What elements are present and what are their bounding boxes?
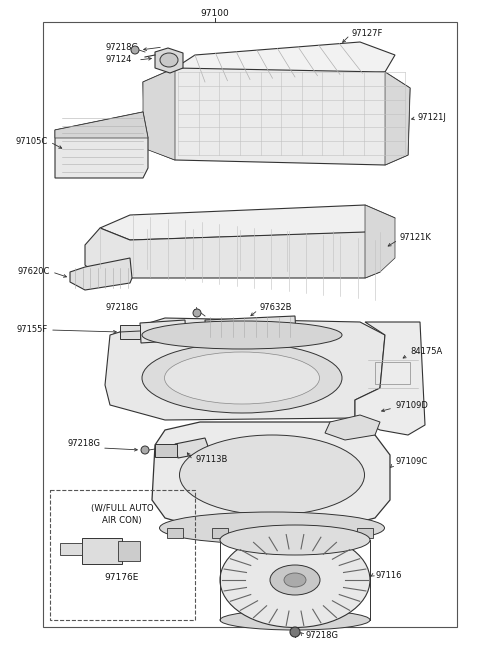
Ellipse shape bbox=[284, 573, 306, 587]
Polygon shape bbox=[385, 72, 410, 165]
Polygon shape bbox=[152, 422, 390, 528]
Bar bbox=[60, 543, 82, 555]
Bar bbox=[43, 22, 457, 627]
Polygon shape bbox=[85, 228, 380, 278]
Text: (W/FULL AUTO: (W/FULL AUTO bbox=[91, 504, 153, 512]
Polygon shape bbox=[175, 438, 210, 458]
Polygon shape bbox=[70, 258, 132, 290]
Bar bbox=[50, 490, 195, 620]
Ellipse shape bbox=[160, 53, 178, 67]
Circle shape bbox=[141, 446, 149, 454]
Bar bbox=[212, 528, 228, 538]
Text: 97121K: 97121K bbox=[400, 234, 432, 243]
Bar bbox=[167, 528, 183, 538]
Text: 97127F: 97127F bbox=[352, 28, 384, 37]
Bar bbox=[375, 362, 410, 384]
Ellipse shape bbox=[142, 343, 342, 413]
Polygon shape bbox=[143, 68, 410, 165]
Text: 97116: 97116 bbox=[375, 571, 401, 579]
Ellipse shape bbox=[159, 512, 384, 544]
Polygon shape bbox=[155, 48, 183, 73]
Ellipse shape bbox=[220, 533, 370, 628]
Text: 97113B: 97113B bbox=[195, 455, 228, 464]
Polygon shape bbox=[175, 42, 395, 82]
Polygon shape bbox=[55, 112, 148, 178]
Polygon shape bbox=[205, 316, 296, 338]
Ellipse shape bbox=[220, 525, 370, 555]
Text: 97109C: 97109C bbox=[395, 457, 427, 466]
Text: 97109D: 97109D bbox=[395, 401, 428, 409]
Circle shape bbox=[193, 309, 201, 317]
Text: 97121J: 97121J bbox=[418, 113, 447, 123]
Text: 97218G: 97218G bbox=[105, 304, 138, 312]
Ellipse shape bbox=[165, 352, 320, 404]
Circle shape bbox=[131, 46, 139, 54]
Polygon shape bbox=[140, 320, 186, 343]
Polygon shape bbox=[325, 415, 380, 440]
Polygon shape bbox=[365, 205, 395, 278]
Text: 97105C: 97105C bbox=[16, 138, 48, 146]
Polygon shape bbox=[355, 322, 425, 435]
Polygon shape bbox=[55, 112, 148, 138]
Ellipse shape bbox=[142, 321, 342, 349]
Polygon shape bbox=[105, 318, 385, 420]
Text: 97100: 97100 bbox=[201, 9, 229, 18]
Polygon shape bbox=[100, 205, 395, 240]
Ellipse shape bbox=[180, 435, 364, 515]
Bar bbox=[312, 528, 328, 538]
Circle shape bbox=[290, 627, 300, 637]
Text: 97124: 97124 bbox=[105, 56, 132, 64]
Polygon shape bbox=[143, 68, 175, 160]
Text: 97620C: 97620C bbox=[18, 268, 50, 276]
Text: 97218G: 97218G bbox=[105, 43, 138, 52]
Text: AIR CON): AIR CON) bbox=[102, 516, 142, 525]
Text: 97155F: 97155F bbox=[17, 325, 48, 335]
Ellipse shape bbox=[220, 610, 370, 630]
Text: 97218G: 97218G bbox=[67, 440, 100, 449]
Ellipse shape bbox=[270, 565, 320, 595]
Bar bbox=[357, 528, 373, 538]
Bar bbox=[82, 538, 122, 564]
Bar bbox=[155, 444, 177, 457]
Text: 97632B: 97632B bbox=[260, 304, 292, 312]
Bar bbox=[118, 541, 140, 561]
Text: 97218G: 97218G bbox=[305, 630, 338, 640]
Text: 84175A: 84175A bbox=[410, 348, 442, 356]
Text: 97176E: 97176E bbox=[105, 573, 139, 583]
Bar bbox=[120, 325, 140, 339]
